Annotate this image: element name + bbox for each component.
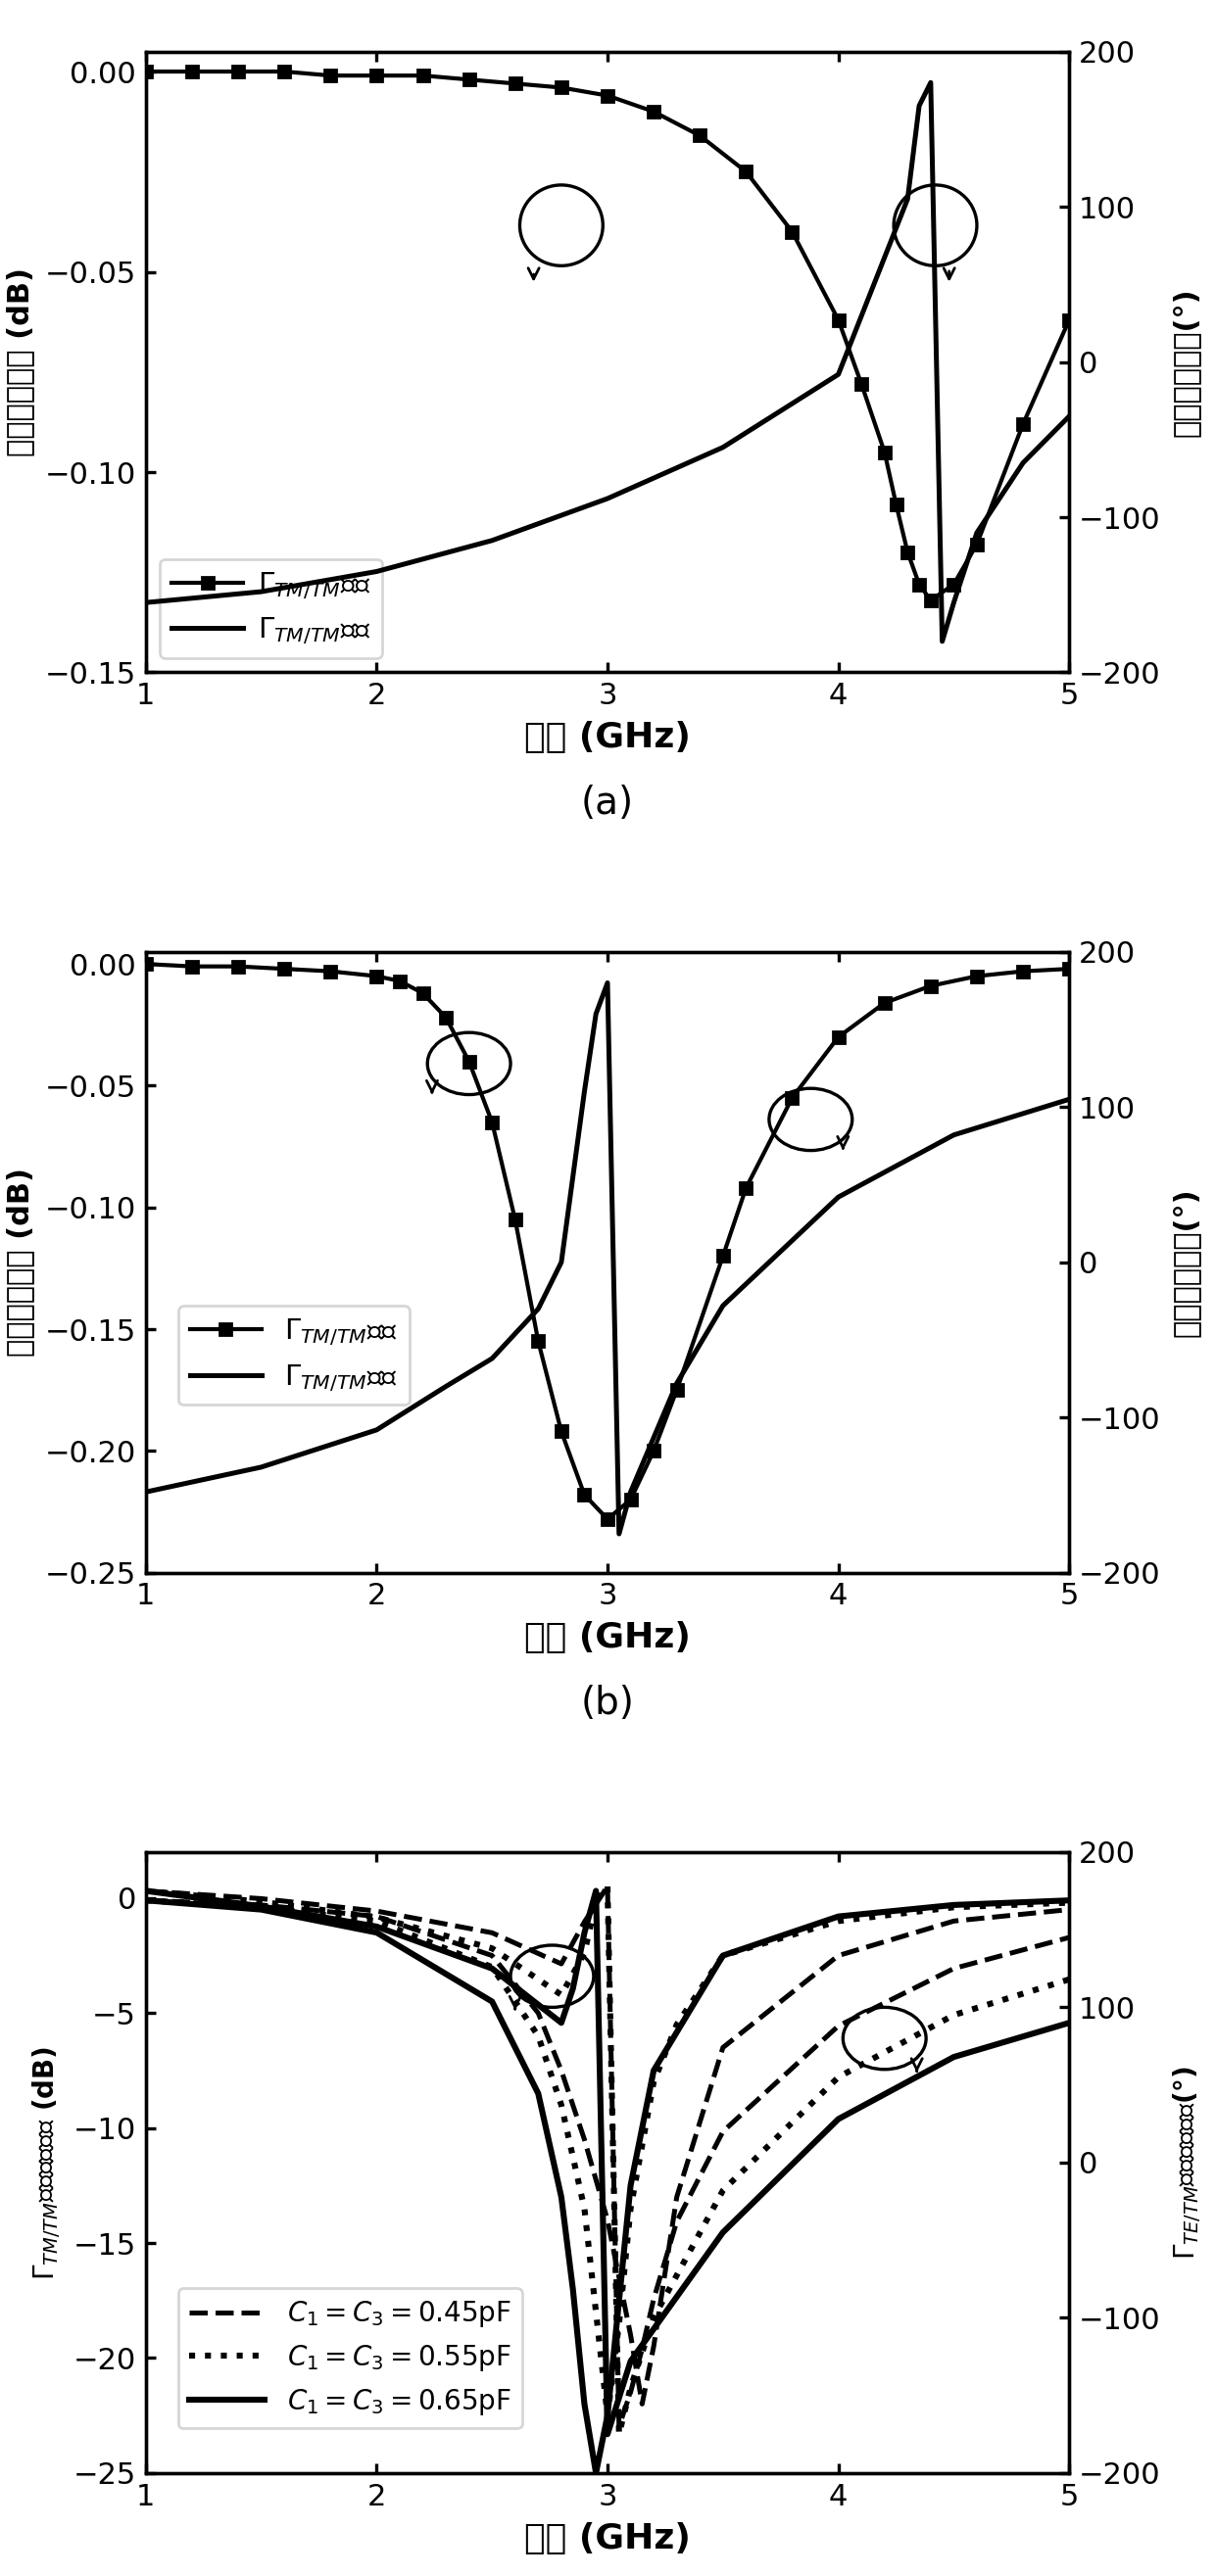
Text: (a): (a) (581, 783, 634, 822)
Text: (b): (b) (581, 1685, 634, 1721)
Y-axis label: $\Gamma_{TE/TM}$反射系数相位(°): $\Gamma_{TE/TM}$反射系数相位(°) (1171, 2066, 1204, 2259)
Y-axis label: $\Gamma_{TM/TM}$反射系数幅度 (dB): $\Gamma_{TM/TM}$反射系数幅度 (dB) (30, 2045, 62, 2280)
X-axis label: 频率 (GHz): 频率 (GHz) (525, 1620, 690, 1654)
Y-axis label: 反射系数幅度 (dB): 反射系数幅度 (dB) (6, 1167, 34, 1358)
Legend: $\Gamma_{TM/TM}$幅度, $\Gamma_{TM/TM}$相位: $\Gamma_{TM/TM}$幅度, $\Gamma_{TM/TM}$相位 (160, 559, 383, 657)
Legend: $C_1=C_3=0.45\mathrm{pF}$, $C_1=C_3=0.55\mathrm{pF}$, $C_1=C_3=0.65\mathrm{pF}$: $C_1=C_3=0.45\mathrm{pF}$, $C_1=C_3=0.55… (177, 2287, 522, 2429)
X-axis label: 频率 (GHz): 频率 (GHz) (525, 2522, 690, 2555)
Y-axis label: 反射系数相位(°): 反射系数相位(°) (1171, 1188, 1200, 1337)
Legend: $\Gamma_{TM/TM}$幅度, $\Gamma_{TM/TM}$相位: $\Gamma_{TM/TM}$幅度, $\Gamma_{TM/TM}$相位 (179, 1306, 409, 1404)
X-axis label: 频率 (GHz): 频率 (GHz) (525, 721, 690, 755)
Y-axis label: 反射系数相位(°): 反射系数相位(°) (1171, 286, 1200, 438)
Y-axis label: 反射系数幅度 (dB): 反射系数幅度 (dB) (6, 268, 34, 456)
